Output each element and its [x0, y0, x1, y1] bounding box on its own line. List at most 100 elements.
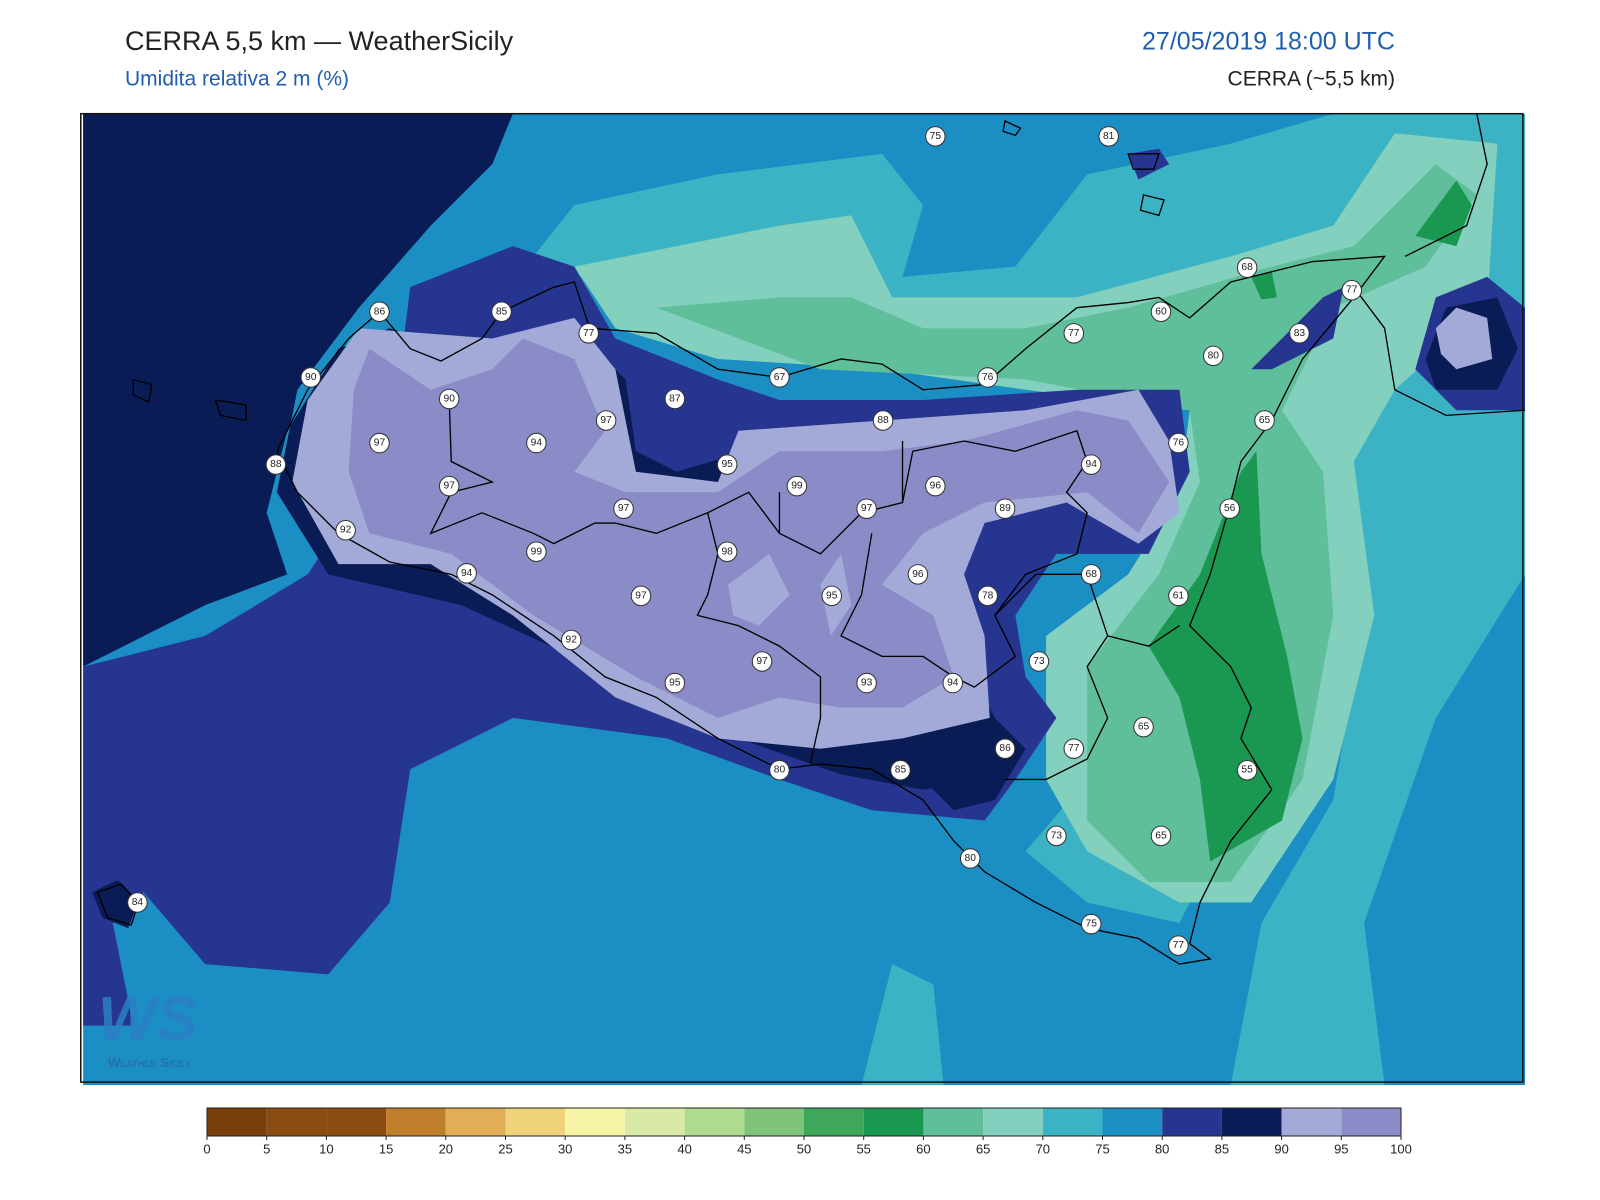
station: 86 — [369, 301, 390, 323]
station-value: 65 — [1155, 830, 1167, 841]
model: CERRA (~5,5 km) — [1228, 68, 1395, 91]
station: 55 — [1236, 759, 1258, 781]
station: 61 — [1168, 585, 1189, 607]
station: 92 — [561, 629, 582, 651]
station-marker — [977, 585, 998, 607]
colorbar-swatch — [1341, 1108, 1401, 1136]
station-marker — [890, 759, 911, 781]
station-marker — [769, 759, 790, 781]
station-marker — [907, 564, 929, 585]
station-value: 90 — [305, 372, 317, 383]
station-value: 99 — [791, 481, 803, 492]
station-value: 99 — [531, 546, 543, 557]
station: 99 — [786, 475, 808, 497]
station-marker — [821, 585, 843, 607]
station-value: 97 — [600, 415, 612, 426]
station-value: 77 — [1173, 940, 1185, 951]
station: 92 — [335, 519, 356, 541]
station: 86 — [994, 738, 1016, 759]
station: 65 — [1133, 716, 1154, 738]
colorbar-swatch — [445, 1108, 506, 1136]
station-marker — [1063, 323, 1085, 344]
colorbar-swatch — [326, 1108, 387, 1136]
station-value: 65 — [1138, 722, 1150, 733]
station-marker — [1168, 935, 1189, 956]
station-value: 93 — [861, 678, 873, 689]
station-marker — [1133, 716, 1154, 738]
colorbar-tick-label: 40 — [677, 1141, 691, 1156]
colorbar: 0 5 10 15 20 25 30 35 40 45 50 55 60 65 70 75 80 85 90 95 10… — [203, 1107, 1412, 1156]
station-value: 81 — [1103, 131, 1115, 142]
station: 77 — [578, 323, 599, 344]
station-value: 85 — [496, 306, 508, 317]
station: 97 — [630, 585, 652, 607]
logo-mark: WS — [98, 985, 198, 1054]
station-value: 75 — [930, 131, 942, 142]
datetime: 27/05/2019 18:00 UTC — [1142, 28, 1395, 56]
contours — [83, 113, 1526, 1086]
subtitle: Umidita relativa 2 m (%) — [125, 68, 349, 91]
station-value: 97 — [444, 481, 456, 492]
station-value: 89 — [999, 503, 1011, 514]
colorbar-tick-label: 65 — [976, 1141, 990, 1156]
station-marker — [1063, 738, 1085, 759]
station-value: 65 — [1259, 415, 1271, 426]
station: 95 — [664, 672, 686, 694]
station-marker — [1341, 279, 1362, 301]
station-value: 96 — [912, 569, 924, 580]
station-value: 68 — [1086, 569, 1098, 580]
station-marker — [127, 892, 148, 913]
station-marker — [369, 301, 390, 323]
station-value: 80 — [774, 765, 786, 776]
station-marker — [716, 541, 738, 563]
station: 77 — [1168, 935, 1189, 956]
station-value: 84 — [132, 897, 144, 908]
station-marker — [1168, 432, 1189, 454]
colorbar-swatch — [804, 1108, 864, 1136]
station: 80 — [1203, 345, 1224, 367]
station: 97 — [856, 498, 877, 519]
colorbar-swatch — [207, 1108, 267, 1136]
colorbar-tick-label: 20 — [439, 1141, 453, 1156]
station-marker — [578, 323, 599, 344]
station: 95 — [716, 454, 738, 475]
station-marker — [526, 432, 547, 454]
map: 75 81 68 77 86 85 77 60 77 83 80 90 67 76 90 87 97 88 65 97… — [83, 113, 1526, 1086]
station-marker — [751, 651, 773, 672]
station: 65 — [1150, 825, 1172, 847]
station-value: 97 — [756, 656, 768, 667]
station: 97 — [613, 498, 634, 519]
station: 68 — [1236, 257, 1258, 278]
station: 77 — [1063, 323, 1085, 344]
station-value: 98 — [721, 546, 733, 557]
colorbar-tick-label: 50 — [797, 1141, 811, 1156]
station-value: 56 — [1224, 503, 1236, 514]
station-value: 92 — [340, 525, 352, 536]
station-marker — [1236, 257, 1258, 278]
colorbar-swatch — [386, 1108, 446, 1136]
station-value: 83 — [1294, 328, 1306, 339]
station-value: 94 — [531, 438, 543, 449]
colorbar-tick-label: 85 — [1215, 1141, 1229, 1156]
map-frame — [80, 112, 1524, 1083]
station-value: 94 — [1086, 459, 1098, 470]
station-value: 80 — [965, 853, 977, 864]
station-marker — [925, 126, 946, 147]
station-value: 88 — [270, 459, 282, 470]
station-marker — [300, 367, 322, 388]
station-value: 78 — [982, 590, 994, 601]
station-value: 94 — [947, 678, 959, 689]
station: 95 — [821, 585, 843, 607]
station-value: 76 — [1173, 438, 1185, 449]
station: 88 — [872, 410, 894, 431]
colorbar-tick-label: 90 — [1274, 1141, 1288, 1156]
station: 77 — [1341, 279, 1362, 301]
colorbar-swatch — [684, 1108, 745, 1136]
station-marker — [1080, 913, 1102, 935]
station: 60 — [1150, 301, 1172, 323]
logo-text: Weather Sicily — [108, 1055, 191, 1070]
station: 94 — [456, 563, 477, 584]
station-marker — [438, 388, 460, 410]
station: 76 — [977, 367, 998, 388]
